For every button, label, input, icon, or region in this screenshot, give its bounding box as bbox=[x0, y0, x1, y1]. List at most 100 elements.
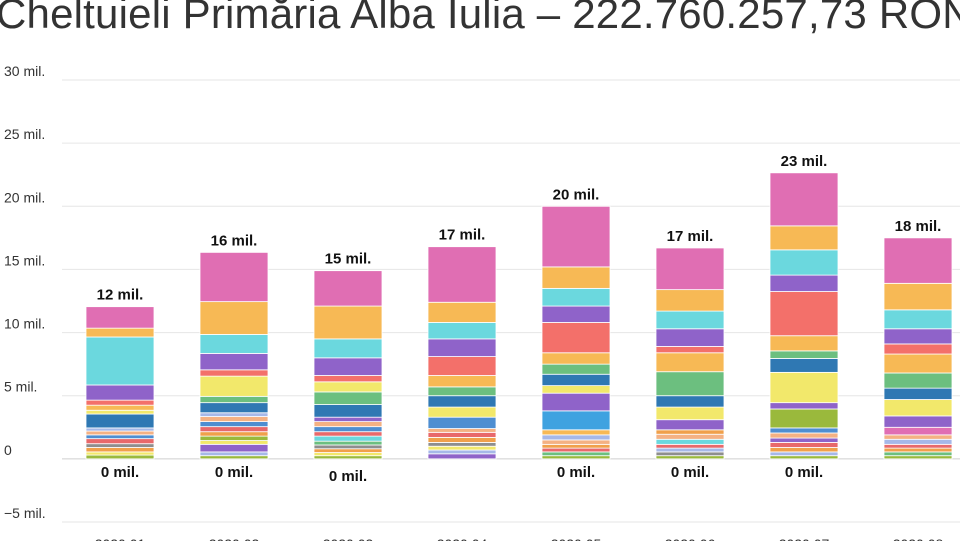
bar-segment bbox=[655, 346, 725, 354]
bar-segment bbox=[313, 435, 383, 442]
bar-segment bbox=[199, 412, 269, 417]
bar-stack bbox=[541, 205, 611, 460]
bar-segment bbox=[769, 225, 839, 251]
bar-segment bbox=[427, 406, 497, 418]
bar-segment bbox=[85, 404, 155, 411]
bar-segment bbox=[655, 328, 725, 347]
bar-segment bbox=[883, 426, 953, 436]
x-tick-label: 2020.01 bbox=[95, 536, 146, 541]
bar-segment bbox=[655, 447, 725, 453]
bar-segment bbox=[313, 305, 383, 340]
bar-segment bbox=[655, 289, 725, 312]
bar-segment bbox=[541, 447, 611, 453]
min-label: 0 mil. bbox=[215, 464, 253, 481]
bar-segment bbox=[85, 336, 155, 386]
bar-segment bbox=[427, 449, 497, 455]
bar-segment bbox=[655, 247, 725, 291]
bar-segment bbox=[85, 451, 155, 456]
bar-segment bbox=[655, 455, 725, 460]
bar-segment bbox=[541, 287, 611, 307]
bar-stack bbox=[655, 247, 725, 460]
bar-segment bbox=[199, 455, 269, 460]
total-label: 17 mil. bbox=[439, 227, 486, 244]
bar-segment bbox=[199, 334, 269, 354]
bar-segment bbox=[427, 416, 497, 429]
bar-segment bbox=[541, 410, 611, 431]
min-label: 0 mil. bbox=[329, 468, 367, 485]
total-label: 17 mil. bbox=[667, 228, 714, 245]
bar-segment bbox=[541, 439, 611, 445]
bar-segment bbox=[199, 416, 269, 423]
bar-segment bbox=[313, 452, 383, 457]
bar-segment bbox=[883, 343, 953, 355]
bar-segment bbox=[85, 434, 155, 440]
bar-stack bbox=[313, 270, 383, 460]
bar-segment bbox=[85, 447, 155, 453]
bar-segment bbox=[769, 451, 839, 457]
bar-segment bbox=[85, 306, 155, 329]
bar-segment bbox=[313, 404, 383, 418]
bar-segment bbox=[85, 443, 155, 448]
x-tick-label: 2020.07 bbox=[779, 536, 830, 541]
bar-segment bbox=[427, 386, 497, 397]
x-tick-label: 2020.04 bbox=[437, 536, 488, 541]
bar-segment bbox=[313, 448, 383, 453]
bar-segment bbox=[313, 357, 383, 376]
bar-stack bbox=[769, 172, 839, 460]
bar-segment bbox=[883, 415, 953, 428]
bar-segment bbox=[427, 445, 497, 451]
chart-title: Cheltuieli Primăria Alba Iulia – 222.760… bbox=[0, 0, 960, 37]
bar-segment bbox=[883, 451, 953, 457]
bar-segment bbox=[85, 438, 155, 445]
bar-segment bbox=[427, 442, 497, 447]
bars-layer bbox=[85, 172, 953, 460]
bar-segment bbox=[541, 322, 611, 354]
bar-segment bbox=[769, 274, 839, 292]
bar-segment bbox=[769, 172, 839, 227]
min-label: 0 mil. bbox=[101, 464, 139, 481]
bar-segment bbox=[541, 451, 611, 457]
bar-segment bbox=[313, 421, 383, 428]
bar-segment bbox=[769, 249, 839, 276]
bar-segment bbox=[313, 431, 383, 437]
bar-segment bbox=[199, 251, 269, 303]
bar-segment bbox=[85, 454, 155, 460]
bar-segment bbox=[541, 205, 611, 268]
bar-segment bbox=[313, 440, 383, 446]
y-tick-label: 25 mil. bbox=[4, 126, 45, 142]
bar-segment bbox=[199, 440, 269, 445]
bar-segment bbox=[655, 451, 725, 457]
bar-segment bbox=[769, 402, 839, 410]
bar-segment bbox=[769, 358, 839, 373]
bar-segment bbox=[769, 335, 839, 352]
bar-segment bbox=[655, 419, 725, 431]
y-tick-label: 10 mil. bbox=[4, 316, 45, 332]
bar-segment bbox=[199, 369, 269, 377]
bar-segment bbox=[85, 399, 155, 406]
bar-segment bbox=[313, 391, 383, 405]
bar-segment bbox=[427, 375, 497, 388]
bar-segment bbox=[883, 309, 953, 330]
bar-segment bbox=[427, 246, 497, 303]
bar-segment bbox=[883, 372, 953, 389]
total-label: 15 mil. bbox=[325, 251, 372, 268]
bar-segment bbox=[313, 416, 383, 423]
bar-segment bbox=[541, 352, 611, 365]
bar-segment bbox=[85, 327, 155, 338]
y-tick-label: 15 mil. bbox=[4, 252, 45, 268]
x-tick-label: 2020.03 bbox=[323, 536, 374, 541]
y-tick-label: 5 mil. bbox=[4, 379, 37, 395]
bar-segment bbox=[427, 301, 497, 323]
bar-segment bbox=[883, 328, 953, 345]
bar-segment bbox=[883, 438, 953, 445]
bar-segment bbox=[199, 435, 269, 441]
bar-segment bbox=[427, 453, 497, 460]
bar-segment bbox=[541, 363, 611, 375]
y-axis-ticks: −5 mil. 0 5 mil. 10 mil. 15 mil. 20 mil. 25 mi… bbox=[4, 63, 46, 521]
bar-segment bbox=[769, 350, 839, 359]
bar-segment bbox=[655, 443, 725, 449]
bar-segment bbox=[85, 413, 155, 429]
bar-segment bbox=[769, 455, 839, 460]
bar-segment bbox=[313, 426, 383, 433]
